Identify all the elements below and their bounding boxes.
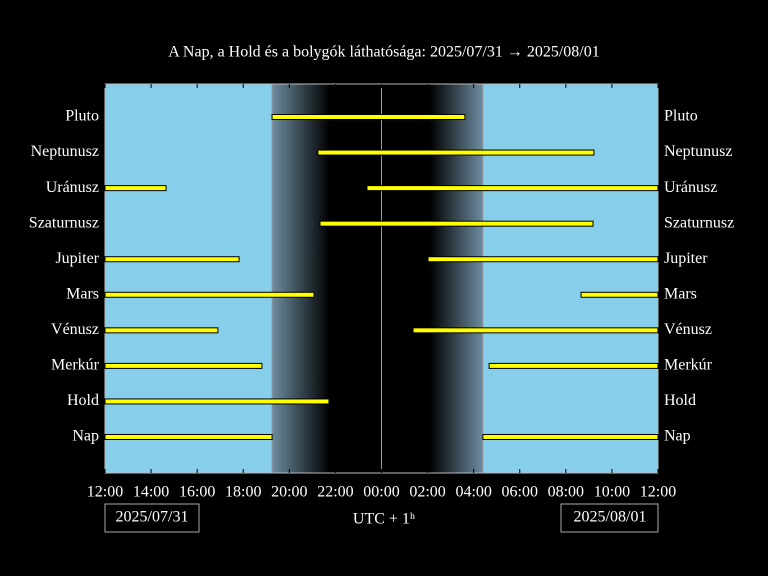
x-tick-label: 06:00 (502, 484, 538, 501)
x-tick-label: 12:00 (87, 484, 123, 501)
visibility-bar (104, 256, 240, 263)
visibility-bar (317, 149, 595, 156)
date-box (104, 503, 200, 533)
x-tick-label: 16:00 (179, 484, 215, 501)
row-label: Vénusz (664, 321, 712, 338)
x-tick-label: 04:00 (455, 484, 491, 501)
row-label: Jupiter (55, 250, 99, 267)
visibility-bar (580, 291, 659, 298)
row-label: Hold (664, 392, 696, 409)
row-label: Vénusz (51, 321, 99, 338)
x-tick-label: 08:00 (548, 484, 584, 501)
visibility-bar (104, 327, 219, 334)
row-label: Neptunusz (664, 143, 732, 160)
row-label: Mars (664, 285, 697, 302)
row-label: Neptunusz (31, 143, 99, 160)
visibility-bar (366, 185, 659, 192)
row-label: Uránusz (46, 179, 99, 196)
day-zone (482, 84, 658, 473)
end-date: 2025/08/01 (574, 509, 647, 526)
row-label: Nap (664, 428, 691, 445)
x-axis-label: UTC + 1ʰ (353, 511, 415, 528)
visibility-bar (104, 185, 167, 192)
x-tick-label: 22:00 (317, 484, 353, 501)
twilight (429, 84, 483, 473)
visibility-bar (104, 291, 315, 298)
start-date: 2025/07/31 (116, 509, 189, 526)
x-tick-label: 20:00 (271, 484, 307, 501)
visibility-bar (271, 114, 466, 120)
x-tick-label: 02:00 (409, 484, 445, 501)
twilight (272, 84, 330, 473)
visibility-bar (427, 256, 659, 263)
x-tick-label: 12:00 (640, 484, 676, 501)
visibility-bar (412, 327, 659, 334)
row-label: Nap (72, 428, 99, 445)
visibility-bar (482, 434, 659, 440)
chart-title: A Nap, a Hold és a bolygók láthatósága: … (168, 44, 600, 61)
x-tick-label: 10:00 (594, 484, 630, 501)
row-label: Uránusz (664, 179, 717, 196)
row-label: Pluto (65, 108, 99, 125)
row-label: Hold (67, 392, 99, 409)
x-tick-label: 18:00 (225, 484, 261, 501)
row-label: Merkúr (664, 357, 713, 374)
visibility-bar (488, 362, 659, 369)
visibility-bar (104, 434, 273, 440)
row-label: Mars (66, 285, 99, 302)
row-label: Szaturnusz (664, 214, 734, 231)
visibility-bar (319, 220, 594, 227)
row-label: Jupiter (664, 250, 708, 267)
visibility-bar (104, 398, 330, 405)
visibility-bar (104, 362, 263, 369)
row-label: Szaturnusz (29, 214, 99, 231)
date-box (560, 503, 659, 533)
row-label: Pluto (664, 108, 698, 125)
day-zone (105, 84, 273, 473)
row-label: Merkúr (51, 357, 100, 374)
x-tick-label: 14:00 (133, 484, 169, 501)
x-tick-label: 00:00 (363, 484, 399, 501)
